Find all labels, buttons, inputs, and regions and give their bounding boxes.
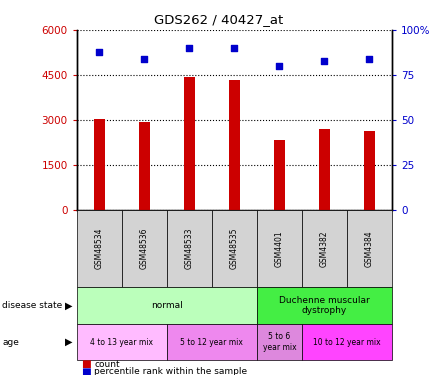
Text: ■: ■ — [81, 360, 91, 369]
Point — [186, 45, 193, 51]
Bar — [364, 130, 375, 210]
Text: 4 to 13 year mix: 4 to 13 year mix — [90, 338, 153, 346]
Text: GSM48533: GSM48533 — [185, 228, 194, 269]
Bar — [94, 118, 105, 210]
Text: ▶: ▶ — [65, 301, 73, 310]
Text: 10 to 12 year mix: 10 to 12 year mix — [313, 338, 381, 346]
Text: normal: normal — [151, 301, 183, 310]
Bar — [138, 122, 150, 210]
Point — [141, 56, 148, 62]
Text: GSM48535: GSM48535 — [230, 228, 239, 269]
Text: age: age — [2, 338, 19, 346]
Text: GSM4382: GSM4382 — [320, 230, 329, 267]
Point — [231, 45, 238, 51]
Text: ■: ■ — [81, 367, 91, 375]
Text: disease state: disease state — [2, 301, 63, 310]
Point — [276, 63, 283, 69]
Text: 5 to 12 year mix: 5 to 12 year mix — [180, 338, 243, 346]
Point — [321, 58, 328, 64]
Text: percentile rank within the sample: percentile rank within the sample — [94, 368, 247, 375]
Bar — [319, 129, 330, 210]
Text: ▶: ▶ — [65, 337, 73, 347]
Point — [95, 49, 102, 55]
Text: GSM4401: GSM4401 — [275, 230, 284, 267]
Text: 5 to 6
year mix: 5 to 6 year mix — [262, 333, 296, 352]
Bar — [229, 80, 240, 210]
Text: GDS262 / 40427_at: GDS262 / 40427_at — [154, 13, 284, 26]
Point — [366, 56, 373, 62]
Bar — [184, 77, 195, 210]
Text: GSM48536: GSM48536 — [140, 228, 149, 269]
Bar — [274, 140, 285, 210]
Text: count: count — [94, 360, 120, 369]
Text: Duchenne muscular
dystrophy: Duchenne muscular dystrophy — [279, 296, 370, 315]
Text: GSM48534: GSM48534 — [95, 228, 104, 269]
Text: GSM4384: GSM4384 — [365, 230, 374, 267]
